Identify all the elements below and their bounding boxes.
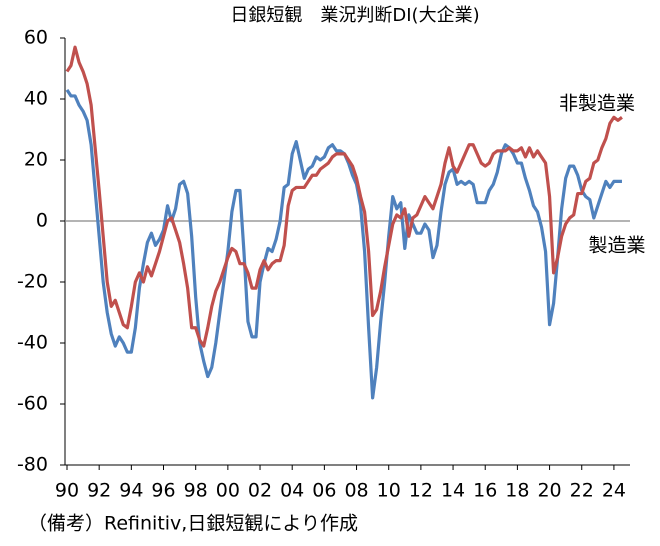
x-tick-label: 20 [537,480,561,502]
chart-title: 日銀短観 業況判断DI(大企業) [230,5,479,26]
y-tick-label: -20 [17,271,48,293]
x-tick-label: 06 [312,480,336,502]
y-tick-label: -80 [17,454,48,476]
y-tick-label: -40 [17,332,48,354]
x-tick-label: 16 [473,480,497,502]
series-line [65,88,622,400]
x-tick-label: 08 [344,480,368,502]
note: （備考）Refinitiv,日銀短観により作成 [28,513,358,535]
y-tick-label: 40 [24,88,48,110]
x-tick-label: 14 [441,480,465,502]
y-tick-label: -60 [17,393,48,415]
x-tick-label: 18 [505,480,529,502]
series-label: 非製造業 [559,93,635,115]
series-label: 製造業 [588,235,645,257]
x-tick-label: 92 [87,480,111,502]
y-tick-label: 20 [24,149,48,171]
x-tick-label: 94 [119,480,143,502]
y-tick-label: 60 [24,27,48,49]
x-tick-label: 02 [248,480,272,502]
x-tick-label: 04 [280,480,304,502]
x-tick-label: 12 [409,480,433,502]
x-tick-label: 90 [55,480,79,502]
x-tick-label: 10 [377,480,401,502]
x-tick-label: 96 [151,480,175,502]
x-tick-label: 00 [216,480,240,502]
y-tick-label: 0 [36,210,48,232]
series-line [65,45,623,348]
x-tick-label: 98 [184,480,208,502]
x-tick-label: 22 [570,480,594,502]
x-tick-label: 24 [602,480,626,502]
